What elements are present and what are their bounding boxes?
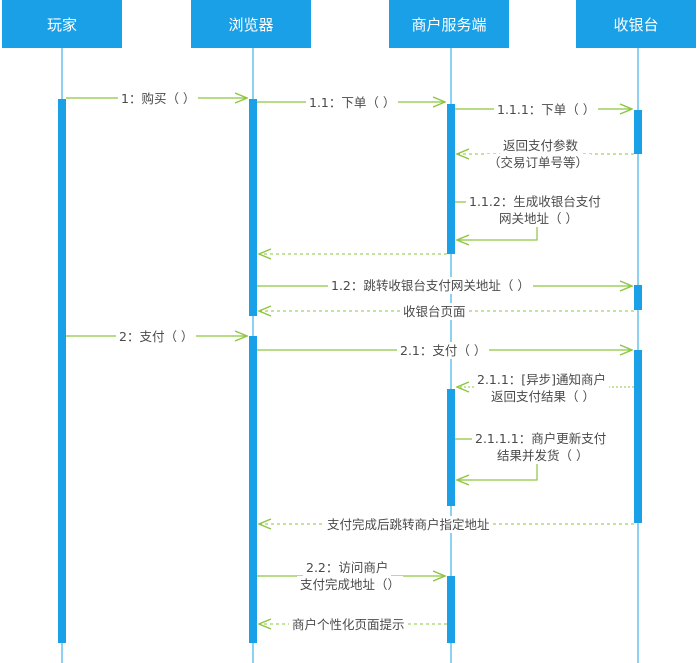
- label-m22-line2: 支付完成地址（）: [297, 576, 404, 593]
- activation-cashier-2: [634, 285, 642, 310]
- label-m1: 1：购买（ ）: [118, 90, 199, 107]
- activation-merchant-3: [447, 576, 455, 643]
- activation-browser-2: [249, 336, 257, 643]
- label-m211-line2: 返回支付结果（ ）: [488, 388, 598, 405]
- label-r111-line2: （交易订单号等）: [485, 154, 592, 171]
- label-r22: 商户个性化页面提示: [289, 616, 408, 633]
- label-m2111-line1: 2.1.1.1：商户更新支付: [472, 430, 610, 447]
- label-m112-line2: 网关地址（ ）: [496, 210, 581, 227]
- label-r111-line1: 返回支付参数: [500, 137, 582, 154]
- activation-browser-1: [249, 99, 257, 316]
- label-m2111-line2: 结果并发货（ ）: [494, 447, 592, 464]
- label-r12: 收银台页面: [400, 303, 469, 320]
- label-r21: 支付完成后跳转商户指定地址: [324, 516, 493, 533]
- header-browser: 浏览器: [191, 0, 311, 48]
- label-m12: 1.2：跳转收银台支付网关地址（ ）: [328, 277, 533, 294]
- header-merchant: 商户服务端: [389, 0, 509, 48]
- label-m22-line1: 2.2：访问商户: [303, 559, 392, 576]
- label-m112-line1: 1.1.2：生成收银台支付: [466, 193, 604, 210]
- activation-merchant-2: [447, 389, 455, 506]
- label-m2: 2：支付（ ）: [116, 328, 197, 345]
- activation-cashier-1: [634, 110, 642, 154]
- label-m111: 1.1.1：下单（ ）: [494, 101, 599, 118]
- label-m21: 2.1：支付（ ）: [397, 342, 490, 359]
- header-player: 玩家: [2, 0, 122, 48]
- activation-player: [58, 99, 66, 643]
- label-m211-line1: 2.1.1：[异步]通知商户: [474, 371, 610, 388]
- label-m11: 1.1：下单（ ）: [306, 94, 399, 111]
- activation-cashier-3: [634, 350, 642, 523]
- activation-merchant-1: [447, 104, 455, 254]
- header-cashier: 收银台: [576, 0, 696, 48]
